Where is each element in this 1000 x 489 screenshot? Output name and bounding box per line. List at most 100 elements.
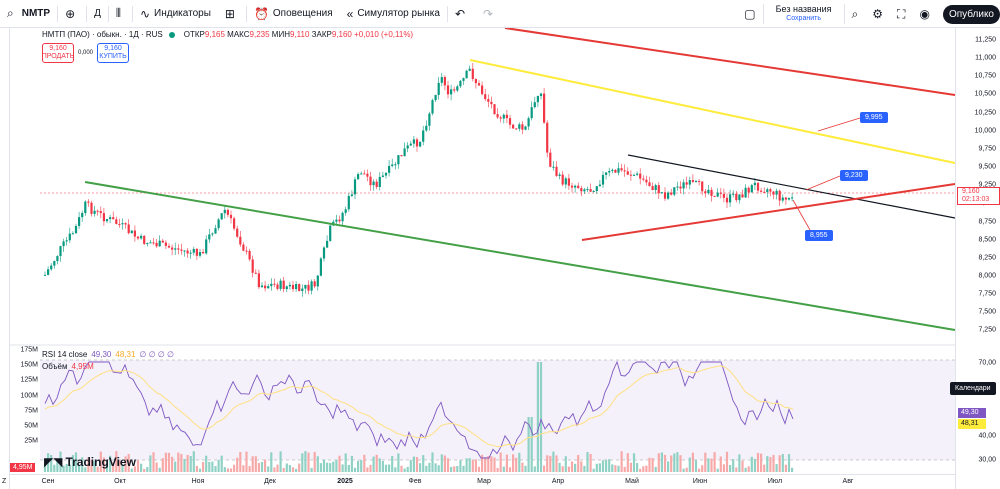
- candle-body: [543, 93, 546, 123]
- timezone-button[interactable]: Z: [2, 478, 7, 485]
- price-tick-label: 8,500: [978, 236, 996, 244]
- volume-bar: [319, 463, 322, 472]
- templates-button[interactable]: ⊞: [218, 0, 246, 28]
- candle-body: [338, 219, 341, 222]
- candle-body: [583, 189, 586, 192]
- volume-bar: [366, 467, 369, 472]
- layout-grid-icon[interactable]: ▢: [744, 7, 756, 21]
- candle-body: [775, 190, 778, 195]
- symbol-search-button[interactable]: ⌕ NMTP: [0, 0, 57, 28]
- volume-bar: [636, 463, 639, 472]
- sell-button[interactable]: 9,160 ПРОДАТЬ: [42, 43, 74, 63]
- candle-body: [369, 176, 372, 186]
- candle-body: [326, 240, 329, 248]
- candle-body: [502, 114, 505, 119]
- volume-bar: [350, 455, 353, 472]
- candle-body: [654, 185, 657, 191]
- rsi-pane-background: [40, 360, 955, 460]
- candle-body: [778, 190, 781, 201]
- volume-bar: [462, 465, 465, 472]
- volume-bar: [391, 455, 394, 472]
- volume-bar: [756, 452, 760, 472]
- volume-bar: [301, 453, 304, 472]
- candle-body: [378, 176, 381, 187]
- volume-bar: [180, 454, 183, 472]
- volume-bar: [183, 459, 186, 472]
- candle-body: [564, 178, 567, 185]
- volume-bar: [369, 464, 372, 472]
- layout-name: Без названия: [775, 4, 832, 14]
- price-callout-upper[interactable]: 9,995: [860, 112, 888, 123]
- price-tick-label: 7,500: [978, 308, 996, 316]
- undo-button[interactable]: ↶: [448, 0, 476, 28]
- volume-bar: [99, 451, 102, 472]
- candle-body: [394, 164, 397, 166]
- redo-button[interactable]: ↷: [476, 0, 504, 28]
- candle-body: [87, 201, 90, 203]
- legend-title[interactable]: НМТП (ПАО) · обыкн. · 1Д · RUS: [42, 30, 163, 39]
- candle-body: [766, 189, 769, 193]
- volume-bar: [657, 453, 660, 472]
- candle-body: [186, 250, 189, 254]
- yellow-trend-line[interactable]: [469, 59, 956, 164]
- market-status-dot: [168, 31, 175, 38]
- volume-bar: [254, 456, 257, 472]
- candle-body: [226, 209, 229, 215]
- candle-body: [741, 194, 744, 198]
- black-trend-line[interactable]: [627, 154, 956, 219]
- quick-search-icon[interactable]: ⌕: [851, 6, 859, 21]
- volume-bar: [583, 465, 586, 472]
- candle-body: [465, 70, 468, 79]
- volume-bar: [608, 459, 611, 472]
- volume-bar: [595, 463, 598, 472]
- candle-body: [313, 281, 316, 287]
- price-callout-mid[interactable]: 9,230: [840, 170, 868, 181]
- volume-bar: [226, 468, 229, 472]
- volume-bar: [502, 466, 505, 472]
- candle-body: [412, 139, 415, 144]
- candle-body: [595, 186, 598, 192]
- candle-body: [198, 252, 202, 256]
- camera-icon[interactable]: ◉: [919, 7, 930, 21]
- volume-bar: [750, 456, 753, 472]
- candle-body: [195, 248, 198, 256]
- candle-body: [574, 185, 577, 188]
- volume-bar: [477, 466, 481, 472]
- rsi-legend[interactable]: RSI 14 close 49,30 48,31 ∅ ∅ ∅ ∅: [42, 350, 174, 359]
- compare-button[interactable]: ⊕: [58, 0, 86, 28]
- replay-button[interactable]: « Симулятор рынка: [340, 0, 447, 28]
- time-scale[interactable]: Сен Окт Ноя Дек 2025 Фев Мар Апр Май Июн Июл Авг: [10, 474, 955, 489]
- publish-button[interactable]: Опублико: [942, 4, 1000, 24]
- volume-bar: [347, 464, 350, 472]
- volume-bar: [552, 451, 555, 472]
- candle-body: [363, 173, 366, 175]
- layout-name-button[interactable]: Без названия Сохранить: [762, 4, 845, 24]
- red-support-line[interactable]: [581, 183, 956, 241]
- candle-body: [93, 210, 96, 214]
- interval-button[interactable]: Д: [94, 8, 101, 19]
- candle-body: [598, 184, 601, 187]
- volume-bar: [186, 454, 189, 472]
- fullscreen-icon[interactable]: ⛶: [897, 6, 906, 21]
- price-callout-lower[interactable]: 8,955: [805, 230, 833, 241]
- volume-legend[interactable]: Объём 4,95M: [42, 362, 94, 371]
- time-tick-label: Май: [625, 478, 639, 485]
- indicators-button[interactable]: ∿ Индикаторы: [133, 0, 218, 28]
- candle-body: [174, 248, 177, 250]
- tradingview-brand: TradingView: [65, 455, 136, 469]
- symbol-legend: НМТП (ПАО) · обыкн. · 1Д · RUS ОТКР9,165…: [42, 30, 413, 39]
- volume-bar: [580, 461, 583, 472]
- candle-body: [242, 244, 245, 251]
- green-trend-line[interactable]: [84, 181, 956, 331]
- candle-body: [462, 78, 465, 81]
- buy-button[interactable]: 9,160 КУПИТЬ: [97, 43, 130, 63]
- alerts-button[interactable]: ⏰ Оповещения: [247, 0, 340, 28]
- settings-gear-icon[interactable]: ⚙: [872, 7, 884, 21]
- red-channel-upper-line[interactable]: [504, 27, 956, 96]
- chart-type-button[interactable]: ⫴: [109, 0, 132, 28]
- volume-bar: [239, 451, 242, 472]
- rsi-tag-2: 48,31: [958, 419, 986, 429]
- volume-bar: [605, 460, 608, 472]
- volume-bar: [282, 468, 285, 472]
